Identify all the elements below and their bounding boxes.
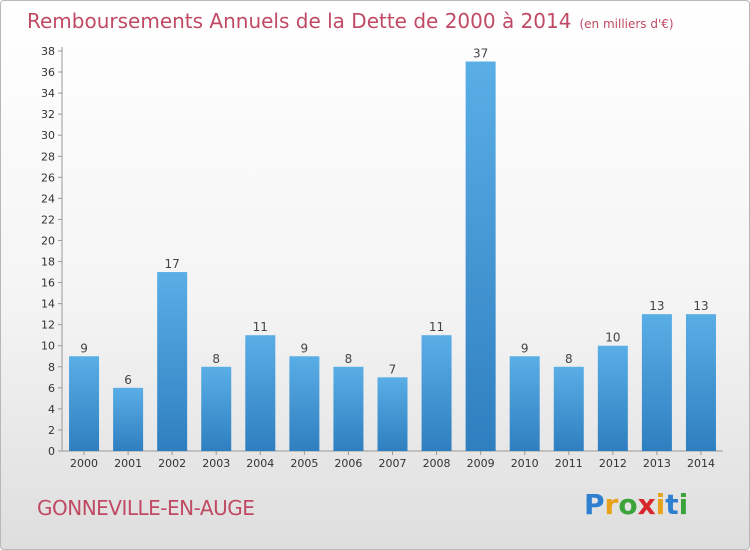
bar <box>685 314 716 451</box>
bar <box>553 366 584 451</box>
y-tick-label: 34 <box>41 87 55 100</box>
y-tick-label: 18 <box>41 256 55 269</box>
chart-title-text: Remboursements Annuels de la Dette de 20… <box>27 9 572 33</box>
y-tick-label: 2 <box>48 424 55 437</box>
y-tick-label: 30 <box>41 129 55 142</box>
y-tick-label: 16 <box>41 277 55 290</box>
data-label: 13 <box>693 299 708 313</box>
bar <box>465 61 496 452</box>
x-tick-label: 2006 <box>334 457 362 470</box>
y-tick-label: 26 <box>41 171 55 184</box>
data-label: 8 <box>212 352 220 366</box>
logo-letter: i <box>655 488 666 521</box>
y-tick-label: 22 <box>41 213 55 226</box>
x-tick-label: 2002 <box>158 457 186 470</box>
location-name: GONNEVILLE-EN-AUGE <box>37 496 255 520</box>
proxiti-logo: Proxiti <box>584 488 688 521</box>
data-label: 8 <box>565 352 573 366</box>
data-label: 17 <box>165 257 180 271</box>
bar <box>289 356 320 451</box>
bar <box>69 356 100 451</box>
x-tick-label: 2005 <box>290 457 318 470</box>
data-label: 37 <box>473 47 488 61</box>
bar <box>509 356 540 451</box>
y-tick-label: 10 <box>41 340 55 353</box>
data-label: 13 <box>649 299 664 313</box>
y-tick-label: 24 <box>41 192 55 205</box>
x-tick-label: 2009 <box>467 457 495 470</box>
y-tick-label: 36 <box>41 66 55 79</box>
data-label: 8 <box>345 352 353 366</box>
data-label: 6 <box>124 373 132 387</box>
y-tick-label: 8 <box>48 361 55 374</box>
data-label: 9 <box>80 341 88 355</box>
bar <box>377 377 408 451</box>
y-tick-label: 0 <box>48 445 55 458</box>
y-tick-label: 6 <box>48 382 55 395</box>
logo-letter: t <box>665 488 679 521</box>
data-label: 10 <box>605 331 620 345</box>
logo-letter: r <box>604 488 619 521</box>
y-tick-label: 12 <box>41 319 55 332</box>
x-tick-label: 2010 <box>511 457 539 470</box>
x-tick-label: 2008 <box>423 457 451 470</box>
x-tick-label: 2000 <box>70 457 98 470</box>
y-tick-label: 32 <box>41 108 55 121</box>
logo-letter: o <box>618 488 638 521</box>
unit-note: (en milliers d'€) <box>579 17 674 31</box>
data-label: 11 <box>429 320 444 334</box>
y-tick-label: 28 <box>41 150 55 163</box>
bar <box>245 335 276 451</box>
data-label: 11 <box>253 320 268 334</box>
bar <box>597 345 628 451</box>
data-label: 9 <box>521 341 529 355</box>
y-tick-label: 4 <box>48 403 55 416</box>
x-tick-label: 2003 <box>202 457 230 470</box>
logo-letter: i <box>678 488 689 521</box>
data-label: 9 <box>301 341 309 355</box>
bar <box>421 335 452 451</box>
x-tick-label: 2013 <box>643 457 671 470</box>
x-tick-label: 2014 <box>687 457 715 470</box>
y-tick-label: 14 <box>41 298 55 311</box>
x-tick-label: 2011 <box>555 457 583 470</box>
logo-letter: P <box>584 488 605 521</box>
x-tick-label: 2012 <box>599 457 627 470</box>
chart-title: Remboursements Annuels de la Dette de 20… <box>27 9 674 33</box>
bar <box>157 272 188 451</box>
y-tick-label: 38 <box>41 45 55 58</box>
bar <box>201 366 232 451</box>
x-tick-label: 2007 <box>379 457 407 470</box>
bar <box>333 366 364 451</box>
logo-letter: x <box>637 488 656 521</box>
bar <box>641 314 672 451</box>
data-label: 7 <box>389 362 397 376</box>
x-tick-label: 2001 <box>114 457 142 470</box>
bar <box>113 387 144 451</box>
y-tick-label: 20 <box>41 234 55 247</box>
x-tick-label: 2004 <box>246 457 274 470</box>
